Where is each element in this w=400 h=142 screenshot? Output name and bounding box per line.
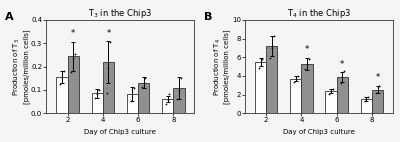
- Bar: [127, 94, 138, 113]
- Bar: [361, 99, 372, 113]
- Bar: [337, 77, 348, 113]
- Bar: [290, 79, 302, 113]
- Title: T$_4$ in the Chip3: T$_4$ in the Chip3: [287, 7, 351, 20]
- Bar: [372, 89, 383, 113]
- Bar: [173, 88, 184, 113]
- Bar: [302, 64, 313, 113]
- Text: *: *: [106, 29, 110, 38]
- X-axis label: Day of Chip3 culture: Day of Chip3 culture: [84, 129, 156, 135]
- Bar: [103, 62, 114, 113]
- Text: *: *: [340, 59, 344, 68]
- Y-axis label: Production of T$_4$
[pmoles/million cells]: Production of T$_4$ [pmoles/million cell…: [212, 29, 230, 104]
- Text: B: B: [204, 12, 212, 22]
- Bar: [255, 62, 266, 113]
- X-axis label: Day of Chip3 culture: Day of Chip3 culture: [283, 129, 355, 135]
- Bar: [92, 93, 103, 113]
- Text: *: *: [71, 29, 75, 38]
- Title: T$_3$ in the Chip3: T$_3$ in the Chip3: [88, 7, 152, 20]
- Bar: [56, 77, 68, 113]
- Text: *: *: [376, 73, 380, 82]
- Text: *: *: [305, 45, 309, 54]
- Y-axis label: Production of T$_3$
[pmoles/million cells]: Production of T$_3$ [pmoles/million cell…: [12, 29, 30, 104]
- Text: A: A: [5, 12, 14, 22]
- Bar: [162, 99, 173, 113]
- Bar: [325, 91, 337, 113]
- Bar: [68, 56, 79, 113]
- Bar: [266, 46, 278, 113]
- Bar: [138, 83, 149, 113]
